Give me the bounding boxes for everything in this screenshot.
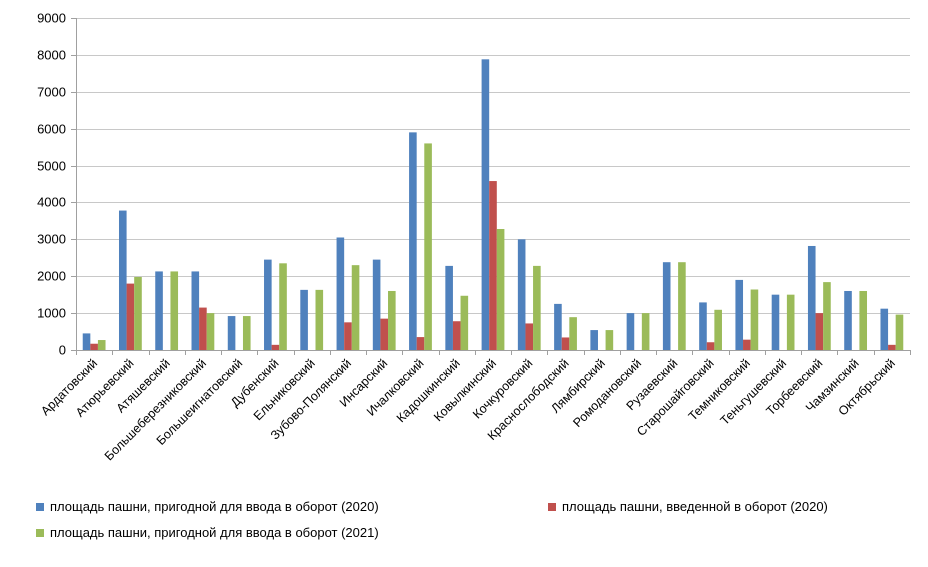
- bar-series-2: [380, 318, 389, 350]
- bar-series-3: [315, 289, 324, 350]
- bar-series-1: [191, 271, 200, 350]
- bar-series-1: [264, 259, 272, 350]
- bar-series-1: [699, 302, 707, 350]
- bar-series-3: [714, 309, 722, 350]
- bar-series-3: [134, 276, 142, 350]
- y-tick-label: 0: [59, 343, 66, 358]
- bar-series-3: [496, 229, 505, 350]
- y-tick-label: 8000: [37, 48, 66, 63]
- legend-label: площадь пашни, пригодной для ввода в обо…: [50, 499, 379, 514]
- bar-series-1: [409, 132, 417, 350]
- legend-label: площадь пашни, пригодной для ввода в обо…: [50, 525, 379, 540]
- bar-series-3: [750, 289, 759, 350]
- gridlines: [76, 18, 910, 314]
- bar-series-2: [815, 313, 824, 350]
- bar-series-3: [97, 340, 106, 350]
- bar-series-1: [118, 210, 127, 350]
- bar-series-1: [227, 316, 236, 350]
- legend-swatch: [36, 529, 44, 537]
- bar-series-2: [743, 339, 751, 350]
- legend-label: площадь пашни, введенной в оборот (2020): [562, 499, 828, 514]
- bar-series-1: [590, 330, 598, 350]
- bar-series-3: [351, 265, 360, 350]
- legend: площадь пашни, пригодной для ввода в обо…: [36, 499, 828, 540]
- bar-series-1: [662, 262, 671, 350]
- bar-series-3: [206, 313, 215, 350]
- bar-series-1: [554, 303, 562, 350]
- y-tick-label: 1000: [37, 306, 66, 321]
- bar-series-1: [844, 290, 852, 350]
- bar-series-2: [452, 321, 461, 350]
- bar-series-1: [626, 313, 635, 350]
- y-tick-label: 5000: [37, 159, 66, 174]
- bar-series-3: [569, 317, 577, 350]
- bar-series-3: [786, 294, 795, 350]
- bar-series-1: [372, 259, 381, 350]
- y-tick-label: 3000: [37, 232, 66, 247]
- y-tick-label: 2000: [37, 269, 66, 284]
- bar-series-2: [489, 181, 497, 350]
- x-axis-category-labels: АрдатовскийАтюрьевскийАтяшевскийБольшебе…: [38, 356, 898, 463]
- y-tick-label: 6000: [37, 122, 66, 137]
- bar-series-1: [336, 237, 345, 350]
- bar-series-2: [199, 307, 207, 350]
- bar-series-3: [605, 330, 614, 350]
- bar-series-1: [807, 245, 816, 350]
- bar-series-2: [561, 337, 570, 350]
- y-axis-tick-labels: 0 1000 2000 3000 4000 5000 6000 7000 8000 9000: [37, 11, 66, 358]
- bars: [82, 59, 904, 350]
- bar-series-3: [279, 263, 287, 350]
- bar-series-3: [823, 282, 831, 350]
- bar-series-3: [641, 313, 650, 350]
- bar-series-2: [126, 283, 135, 350]
- bar-series-1: [300, 289, 308, 350]
- x-category-label: Кадошкинский: [394, 356, 463, 425]
- legend-swatch: [36, 503, 44, 511]
- bar-series-2: [90, 343, 98, 350]
- bar-series-3: [895, 314, 904, 350]
- legend-swatch: [548, 503, 556, 511]
- bar-series-3: [460, 295, 469, 350]
- bar-series-2: [344, 322, 352, 350]
- axes: [71, 18, 911, 355]
- bar-series-3: [424, 143, 432, 350]
- bar-series-3: [170, 271, 179, 350]
- bar-series-1: [155, 271, 163, 350]
- bar-series-1: [771, 294, 780, 350]
- bar-series-3: [859, 290, 868, 350]
- bar-series-1: [880, 308, 889, 350]
- x-category-label: Ковылкинский: [431, 356, 499, 424]
- bar-series-1: [481, 59, 490, 350]
- bar-series-1: [445, 265, 453, 350]
- bar-series-2: [525, 323, 534, 350]
- bar-series-3: [533, 265, 541, 350]
- bar-series-3: [242, 316, 251, 350]
- bar-series-1: [735, 279, 744, 350]
- bar-series-3: [678, 262, 686, 350]
- bar-series-3: [388, 290, 396, 350]
- bar-series-2: [416, 337, 425, 350]
- bar-series-2: [888, 344, 896, 350]
- bar-series-2: [271, 344, 280, 350]
- y-tick-label: 7000: [37, 85, 66, 100]
- bar-series-1: [82, 333, 91, 350]
- y-tick-label: 9000: [37, 11, 66, 26]
- bar-series-2: [706, 342, 715, 350]
- bar-series-1: [517, 239, 526, 350]
- y-tick-label: 4000: [37, 195, 66, 210]
